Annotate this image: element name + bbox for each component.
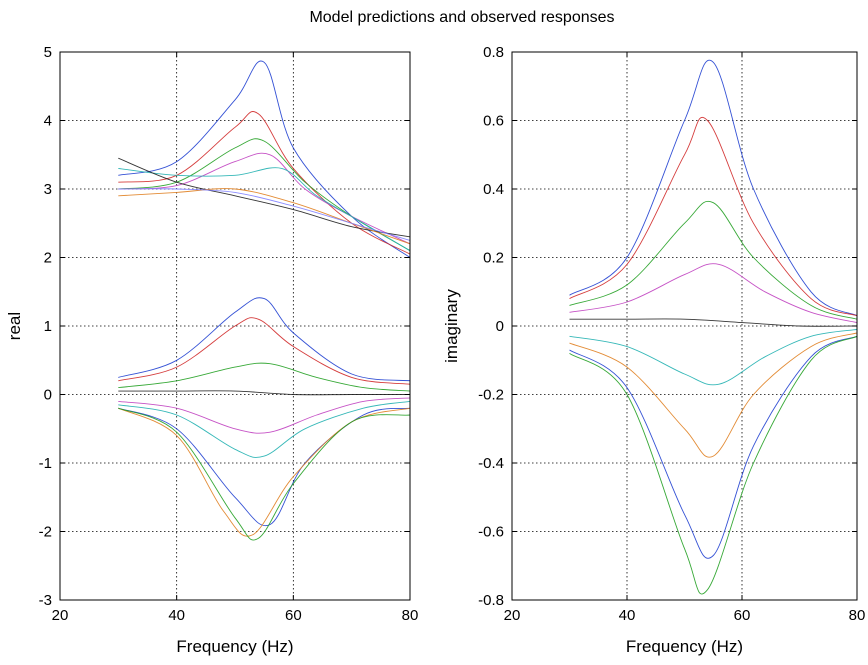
real-series-line-15 bbox=[118, 407, 411, 537]
imaginary-xtick-label: 20 bbox=[504, 607, 521, 624]
imaginary-ytick-label: -0.6 bbox=[478, 524, 504, 541]
real-xtick-label: 80 bbox=[402, 607, 419, 624]
real-series-line-4 bbox=[118, 167, 411, 252]
imaginary-series-line-6 bbox=[569, 332, 858, 458]
real-xtick-label: 40 bbox=[168, 607, 185, 624]
real-ytick-label: -2 bbox=[39, 524, 52, 541]
imaginary-x-axis-label: Frequency (Hz) bbox=[626, 637, 743, 656]
imaginary-ytick-label: -0.2 bbox=[478, 387, 504, 404]
real-ytick-label: 4 bbox=[44, 113, 52, 130]
real-series-line-10 bbox=[118, 362, 411, 392]
imaginary-series-line-2 bbox=[569, 200, 858, 320]
real-ytick-label: 0 bbox=[44, 387, 52, 404]
imaginary-ytick-label: 0.4 bbox=[483, 181, 504, 198]
imaginary-series-line-7 bbox=[569, 335, 858, 559]
imaginary-series-line-8 bbox=[569, 335, 858, 595]
real-ytick-label: -3 bbox=[39, 592, 52, 609]
real-panel: 20 40 60 80 -3 -2 -1 0 1 2 3 4 5 Frequency (Hz) real bbox=[5, 44, 418, 656]
real-series-line-7 bbox=[118, 188, 411, 241]
real-ytick-label: 3 bbox=[44, 181, 52, 198]
real-series-line-12 bbox=[118, 397, 411, 434]
real-series-line-13 bbox=[118, 400, 411, 458]
imaginary-y-axis-label: imaginary bbox=[442, 289, 461, 363]
imaginary-series-line-4 bbox=[569, 318, 858, 327]
imaginary-panel: 20 40 60 80 -0.8 -0.6 -0.4 -0.2 0 0.2 0.4 0.6 0.8 Fre… bbox=[442, 44, 865, 656]
imaginary-ytick-label: 0.8 bbox=[483, 44, 504, 61]
imaginary-ytick-label: 0.6 bbox=[483, 113, 504, 130]
real-ytick-label: 1 bbox=[44, 318, 52, 335]
imaginary-xtick-label: 40 bbox=[619, 607, 636, 624]
imaginary-ytick-label: 0.2 bbox=[483, 250, 504, 267]
imaginary-xtick-label: 80 bbox=[849, 607, 866, 624]
real-ytick-label: -1 bbox=[39, 455, 52, 472]
real-series-line-16 bbox=[118, 407, 411, 541]
real-series-line-14 bbox=[118, 407, 411, 527]
imaginary-xtick-label: 60 bbox=[734, 607, 751, 624]
imaginary-series-line-3 bbox=[569, 263, 858, 324]
figure-title: Model predictions and observed responses bbox=[309, 9, 614, 26]
imaginary-ytick-label: -0.8 bbox=[478, 592, 504, 609]
imaginary-series-line-1 bbox=[569, 117, 858, 317]
real-series-line-1 bbox=[118, 111, 411, 255]
real-ytick-label: 2 bbox=[44, 250, 52, 267]
imaginary-series-line-0 bbox=[569, 59, 858, 317]
real-y-axis-label: real bbox=[5, 312, 24, 340]
imaginary-ytick-label: 0 bbox=[496, 318, 504, 335]
real-series-line-6 bbox=[118, 188, 411, 245]
real-series-line-9 bbox=[118, 317, 411, 385]
real-xtick-label: 60 bbox=[285, 607, 302, 624]
real-series-line-11 bbox=[118, 390, 410, 396]
real-series-line-8 bbox=[118, 297, 411, 382]
imaginary-ytick-label: -0.4 bbox=[478, 455, 504, 472]
real-series-line-5 bbox=[118, 157, 411, 238]
real-ytick-label: 5 bbox=[44, 44, 52, 61]
imaginary-series-line-5 bbox=[569, 328, 858, 386]
real-xtick-label: 20 bbox=[52, 607, 69, 624]
real-x-axis-label: Frequency (Hz) bbox=[176, 637, 293, 656]
